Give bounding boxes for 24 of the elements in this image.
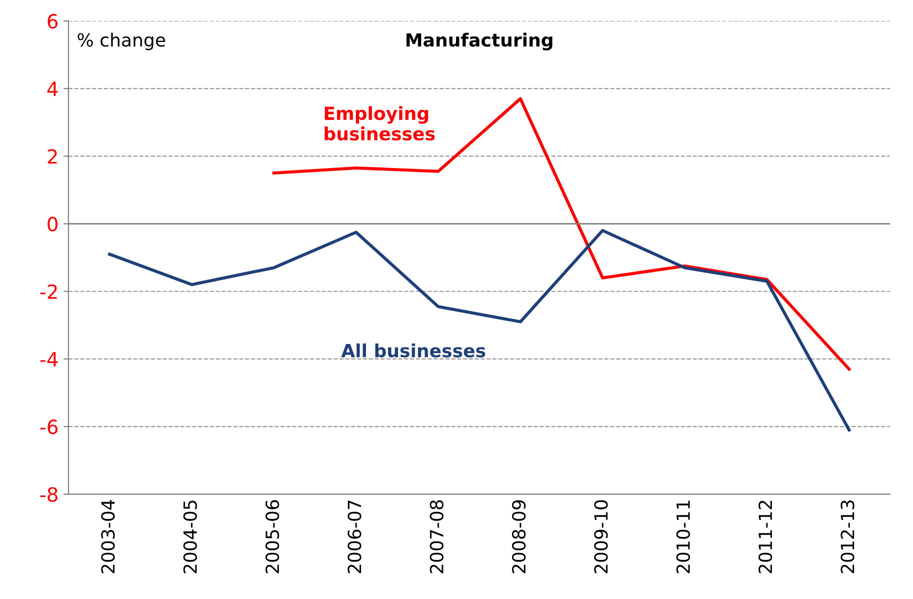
- x-tick-label: 2006-07: [348, 500, 362, 574]
- x-tick-label: 2012-13: [840, 500, 854, 574]
- x-tick-label: 2007-08: [430, 500, 444, 574]
- x-tick-label: 2010-11: [676, 500, 690, 574]
- x-tick-label: 2004-05: [183, 500, 197, 574]
- text: Manufacturing: [406, 32, 552, 50]
- line-series: [272, 97, 851, 371]
- y-tick-label: 6: [48, 14, 58, 29]
- series-label: Employing businesses: [324, 106, 435, 140]
- line-series: [108, 229, 851, 432]
- y-tick-label: -6: [40, 420, 58, 434]
- y-tick-label: 2: [48, 149, 57, 164]
- y-tick-label: 0: [48, 216, 58, 232]
- y-tick-label: -8: [40, 487, 58, 502]
- y-axis-title: % change: [78, 32, 166, 50]
- y-tick-label: -4: [40, 352, 58, 366]
- series-label: All businesses: [341, 343, 486, 358]
- y-tick-label: -2: [40, 284, 57, 299]
- x-tick-label: 2008-09: [512, 500, 526, 574]
- x-tick-label: 2011-12: [758, 500, 772, 574]
- x-tick-label: 2003-04: [101, 500, 115, 574]
- x-tick-label: 2005-06: [265, 500, 280, 574]
- y-tick-label: 4: [47, 82, 58, 96]
- x-tick-label: 2009-10: [594, 500, 608, 574]
